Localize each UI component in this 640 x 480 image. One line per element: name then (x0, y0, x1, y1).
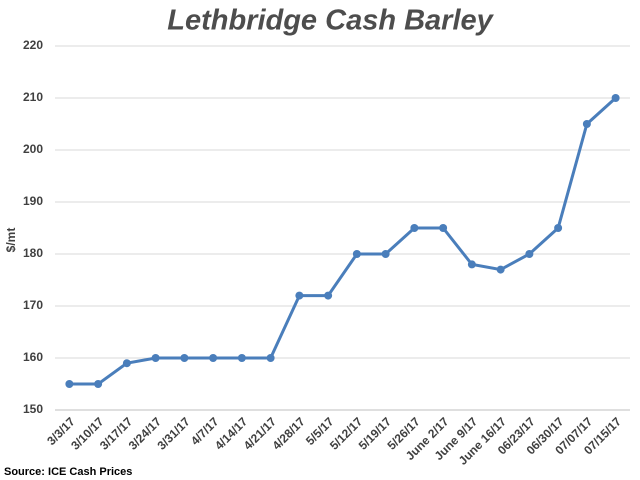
data-point (525, 250, 534, 258)
data-point (410, 224, 419, 232)
data-point (582, 120, 591, 128)
y-tick-label: 160 (23, 350, 43, 364)
data-point (467, 260, 476, 269)
source-note: Source: ICE Cash Prices (4, 466, 132, 478)
data-point (439, 224, 448, 232)
data-point (180, 354, 189, 362)
data-point (381, 250, 390, 258)
data-point (151, 354, 160, 362)
x-tick-label: 4/28/17 (270, 414, 308, 452)
y-tick-label: 220 (23, 38, 43, 52)
data-point (295, 291, 304, 300)
chart-title: Lethbridge Cash Barley (167, 5, 494, 37)
data-point (65, 380, 74, 388)
y-tick-label: 150 (23, 402, 43, 416)
data-point (611, 94, 620, 102)
y-tick-label: 180 (23, 246, 43, 260)
data-point (266, 354, 275, 362)
y-tick-label: 210 (23, 90, 43, 104)
data-point (209, 354, 218, 362)
data-point (237, 354, 246, 362)
y-axis-label: $/mt (4, 228, 18, 253)
y-tick-label: 190 (23, 194, 43, 208)
data-point (94, 380, 103, 388)
y-tick-label: 200 (23, 142, 43, 156)
data-point (324, 291, 333, 300)
data-line (69, 96, 617, 386)
data-point (496, 265, 505, 274)
data-point (554, 224, 563, 232)
y-tick-label: 170 (23, 298, 43, 312)
x-tick-label: 3/31/17 (155, 414, 193, 452)
data-point (122, 359, 131, 368)
data-point (352, 250, 361, 258)
